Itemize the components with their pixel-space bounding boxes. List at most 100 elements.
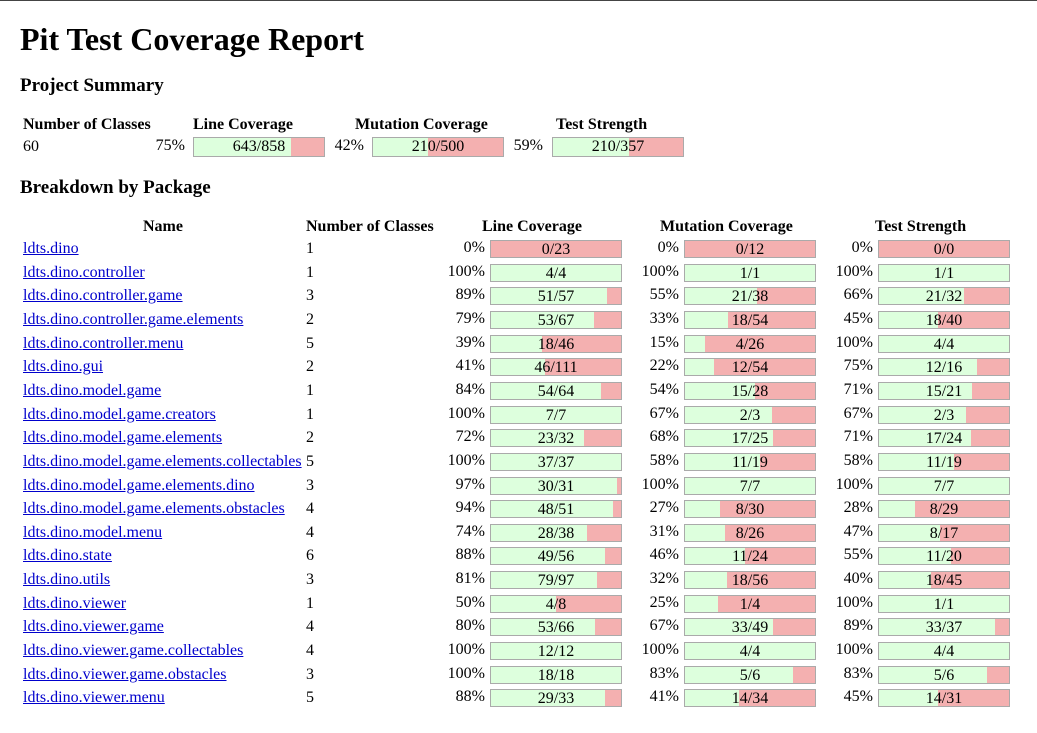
line-coverage-percent: 94% [455,499,485,516]
line-coverage-percent: 41% [455,357,485,374]
package-link[interactable]: ldts.dino.controller.game [23,287,183,304]
strength-coverage-bar: 4/4 [878,335,1010,353]
line-coverage-percent: 100% [447,452,485,469]
strength-coverage-percent: 71% [843,381,873,398]
mutation-coverage-bar: 17/25 [684,429,816,447]
line-coverage-percent: 84% [455,381,485,398]
mutation-coverage-percent: 25% [649,594,679,611]
mutation-coverage-percent: 0% [657,239,679,256]
class-count: 1 [306,264,314,281]
package-link[interactable]: ldts.dino.controller.menu [23,335,184,352]
strength-coverage-bar-text: 18/40 [925,312,963,329]
line-coverage-bar: 12/12 [490,642,622,660]
strength-coverage-bar-uncovered [971,430,1009,446]
mutation-coverage-bar-text: 11/19 [732,454,768,471]
strength-coverage-bar-text: 5/6 [933,667,955,684]
package-link[interactable]: ldts.dino.viewer.game [23,618,164,635]
strength-coverage-percent: 45% [843,688,873,705]
mutation-coverage-bar-uncovered [771,407,815,423]
package-link[interactable]: ldts.dino.gui [23,358,104,375]
package-link[interactable]: ldts.dino.controller.game.elements [23,311,244,328]
mutation-coverage-percent: 100% [641,476,679,493]
line-coverage-bar-uncovered [604,548,621,564]
package-link[interactable]: ldts.dino.controller [23,264,145,281]
line-coverage-bar-uncovered [616,478,621,494]
mutation-coverage-bar-uncovered [717,596,815,612]
line-coverage-bar: 49/56 [490,547,622,565]
line-coverage-bar-uncovered [605,690,621,706]
package-link[interactable]: ldts.dino.model.game.elements [23,429,223,446]
line-coverage-bar: 46/111 [490,358,622,376]
package-link[interactable]: ldts.dino.model.menu [23,524,163,541]
strength-coverage-bar: 33/37 [878,618,1010,636]
line-coverage-bar-text: 37/37 [537,454,575,471]
strength-coverage-percent: 66% [843,286,873,303]
mutation-coverage-bar: 33/49 [684,618,816,636]
strength-coverage-bar: 15/21 [878,382,1010,400]
mutation-coverage-bar-text: 1/1 [739,265,761,282]
mutation-coverage-bar: 11/24 [684,547,816,565]
class-count: 1 [306,240,314,257]
line-coverage-bar: 51/57 [490,287,622,305]
mutation-coverage-bar: 18/54 [684,311,816,329]
summary-header-classes: Number of Classes [23,116,151,133]
mutation-coverage-percent: 46% [649,546,679,563]
strength-coverage-percent: 100% [835,334,873,351]
line-coverage-bar-text: 46/111 [534,359,578,376]
strength-coverage-bar: 7/7 [878,477,1010,495]
class-count: 3 [306,666,314,683]
package-link[interactable]: ldts.dino.model.game.elements.collectabl… [23,453,302,470]
strength-coverage-bar: 18/45 [878,571,1010,589]
line-coverage-bar-uncovered [584,430,621,446]
package-link[interactable]: ldts.dino.viewer.game.obstacles [23,666,227,683]
summary-header-mutation-coverage: Mutation Coverage [355,116,488,133]
summary-line-bar-text: 643/858 [232,138,286,155]
class-count: 5 [306,689,314,706]
line-coverage-bar-text: 30/31 [537,478,575,495]
package-link[interactable]: ldts.dino.model.game.elements.dino [23,477,255,494]
strength-coverage-bar-uncovered [940,525,1009,541]
line-coverage-bar-uncovered [607,288,621,304]
package-link[interactable]: ldts.dino.model.game.creators [23,406,216,423]
package-link[interactable]: ldts.dino.viewer.menu [23,689,165,706]
line-coverage-bar: 7/7 [490,406,622,424]
line-coverage-bar: 29/33 [490,689,622,707]
package-link[interactable]: ldts.dino.utils [23,571,111,588]
line-coverage-bar: 18/46 [490,335,622,353]
strength-coverage-bar-uncovered [914,501,1009,517]
summary-line-bar: 643/858 [193,137,325,157]
mutation-coverage-bar: 4/4 [684,642,816,660]
line-coverage-bar: 4/4 [490,264,622,282]
package-link[interactable]: ldts.dino [23,240,79,257]
package-link[interactable]: ldts.dino.model.game [23,382,162,399]
mutation-coverage-percent: 41% [649,688,679,705]
strength-coverage-bar-text: 8/17 [929,525,959,542]
summary-line-bar-uncovered [291,138,324,156]
strength-coverage-bar: 5/6 [878,666,1010,684]
strength-coverage-bar-text: 12/16 [925,359,963,376]
summary-classes-value: 60 [23,138,39,155]
line-coverage-bar-uncovered [586,525,621,541]
package-link[interactable]: ldts.dino.state [23,547,112,564]
summary-strength-bar: 210/357 [552,137,684,157]
mutation-coverage-bar-text: 2/3 [739,407,761,424]
strength-coverage-bar-uncovered [950,548,1009,564]
mutation-coverage-bar-text: 0/12 [735,241,765,258]
mutation-coverage-bar-uncovered [738,690,815,706]
mutation-coverage-bar-text: 33/49 [731,619,769,636]
package-link[interactable]: ldts.dino.viewer [23,595,127,612]
strength-coverage-bar-uncovered [964,288,1009,304]
strength-coverage-percent: 45% [843,310,873,327]
class-count: 2 [306,311,314,328]
line-coverage-bar: 53/66 [490,618,622,636]
package-link[interactable]: ldts.dino.model.game.elements.obstacles [23,500,285,517]
mutation-coverage-bar-text: 5/6 [739,667,761,684]
mutation-coverage-bar-text: 8/26 [735,525,765,542]
line-coverage-bar: 18/18 [490,666,622,684]
mutation-coverage-bar-text: 4/26 [735,336,765,353]
summary-strength-bar-uncovered [629,138,683,156]
class-count: 4 [306,642,314,659]
line-coverage-bar: 37/37 [490,453,622,471]
package-link[interactable]: ldts.dino.viewer.game.collectables [23,642,244,659]
strength-coverage-bar-text: 18/45 [925,572,963,589]
